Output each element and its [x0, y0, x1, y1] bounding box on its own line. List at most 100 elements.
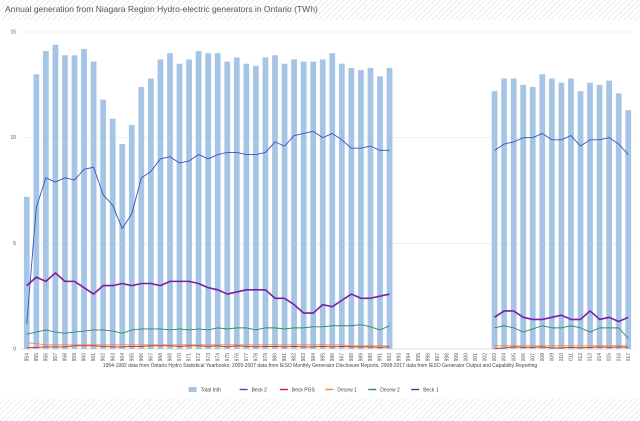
x-tick-label: 2002 — [483, 353, 489, 361]
bar — [205, 53, 212, 350]
x-tick-label: 2017 — [626, 353, 632, 361]
x-tick-label: 2006 — [521, 353, 527, 361]
x-tick-label: 1967 — [148, 353, 154, 361]
bar — [310, 61, 317, 349]
bar — [233, 57, 240, 350]
footer-bar — [0, 399, 640, 421]
legend-label: Total Inth — [201, 388, 222, 394]
y-tick-label: 15 — [10, 30, 16, 36]
x-tick-label: 2013 — [588, 353, 594, 361]
legend-label: Decew 2 — [380, 388, 400, 394]
bar — [520, 84, 527, 349]
x-tick-label: 1964 — [120, 353, 126, 361]
bar — [377, 76, 383, 349]
legend-label: Beck 1 — [423, 388, 439, 394]
chart-area: 0 5 10 15 1954 1955 1956 1957 1958 1959 1960 1961 19… — [10, 30, 633, 361]
bar — [558, 82, 565, 349]
x-tick-label: 1999 — [454, 353, 460, 361]
bar — [568, 78, 574, 349]
bar — [367, 67, 374, 349]
bar — [491, 91, 498, 349]
bar — [71, 55, 78, 349]
x-tick-label: 1988 — [349, 353, 355, 361]
bar — [109, 118, 116, 349]
x-tick-label: 2012 — [578, 353, 584, 361]
x-tick-label: 1958 — [63, 353, 69, 361]
legend-label: Beck 2 — [252, 388, 268, 394]
bar — [43, 51, 49, 350]
bar — [262, 57, 269, 350]
chart-title: Annual generation from Niagara Region Hy… — [5, 4, 318, 14]
x-tick-label: 1971 — [187, 353, 193, 361]
legend-swatch — [188, 387, 197, 392]
bar — [281, 63, 288, 349]
bar — [128, 124, 135, 349]
x-tick-label: 1982 — [292, 353, 298, 361]
x-tick-label: 1997 — [435, 353, 441, 361]
bar — [539, 74, 546, 349]
bar — [329, 53, 336, 350]
bar — [510, 78, 517, 349]
y-tick-label: 10 — [10, 135, 16, 141]
x-tick-label: 1965 — [129, 353, 135, 361]
x-tick-label: 1985 — [320, 353, 326, 361]
bar — [157, 59, 164, 350]
x-tick-label: 1961 — [91, 353, 97, 361]
series-line — [26, 324, 629, 339]
x-tick-label: 2011 — [569, 353, 575, 361]
x-tick-label: 1991 — [378, 353, 384, 361]
bar — [348, 67, 355, 349]
x-tick-label: 2009 — [549, 353, 555, 361]
x-tick-label: 1989 — [359, 353, 365, 361]
legend-label: Decew 1 — [337, 388, 357, 394]
x-tick-label: 1975 — [225, 353, 231, 361]
x-tick-label: 2000 — [464, 353, 470, 361]
x-tick-label: 2004 — [502, 353, 508, 361]
bar — [62, 55, 68, 349]
x-tick-label: 1954 — [24, 353, 30, 361]
bar — [148, 78, 154, 349]
x-tick-label: 1990 — [368, 353, 374, 361]
bar — [90, 61, 97, 349]
bar — [615, 93, 622, 349]
x-tick-label: 1969 — [168, 353, 174, 361]
bar — [577, 91, 584, 349]
bar — [195, 51, 202, 350]
x-tick-label: 1983 — [301, 353, 307, 361]
x-tick-label: 1996 — [425, 353, 431, 361]
bar — [548, 78, 555, 349]
x-tick-label: 1994 — [406, 353, 412, 361]
bar — [272, 55, 278, 349]
x-tick-label: 1959 — [72, 353, 78, 361]
series-line — [26, 342, 629, 347]
bar — [291, 59, 297, 350]
bar — [23, 196, 30, 349]
y-tick-label: 5 — [13, 241, 16, 247]
x-tick-label: 1980 — [273, 353, 279, 361]
bar — [176, 63, 183, 349]
bar — [138, 86, 145, 350]
y-tick-label: 0 — [13, 347, 16, 353]
x-tick-label: 1986 — [330, 353, 336, 361]
bar — [501, 78, 507, 349]
bar — [119, 144, 126, 349]
series-line — [26, 345, 629, 350]
x-tick-label: 1984 — [311, 353, 317, 361]
series-line — [26, 130, 629, 324]
x-tick-label: 2016 — [616, 353, 622, 361]
bar — [596, 84, 603, 349]
x-tick-label: 1970 — [177, 353, 183, 361]
x-tick-label: 1957 — [53, 353, 59, 361]
x-tick-label: 2010 — [559, 353, 565, 361]
x-tick-label: 1979 — [263, 353, 269, 361]
x-tick-label: 1993 — [397, 353, 403, 361]
bar — [625, 110, 632, 350]
legend-label: Beck PGS — [292, 388, 316, 394]
x-tick-label: 2007 — [530, 353, 536, 361]
x-tick-label: 1978 — [253, 353, 259, 361]
bar — [224, 61, 231, 349]
bar — [386, 67, 393, 349]
x-tick-label: 1998 — [444, 353, 450, 361]
title-bar: Annual generation from Niagara Region Hy… — [0, 0, 640, 20]
x-tick-label: 1963 — [110, 353, 116, 361]
